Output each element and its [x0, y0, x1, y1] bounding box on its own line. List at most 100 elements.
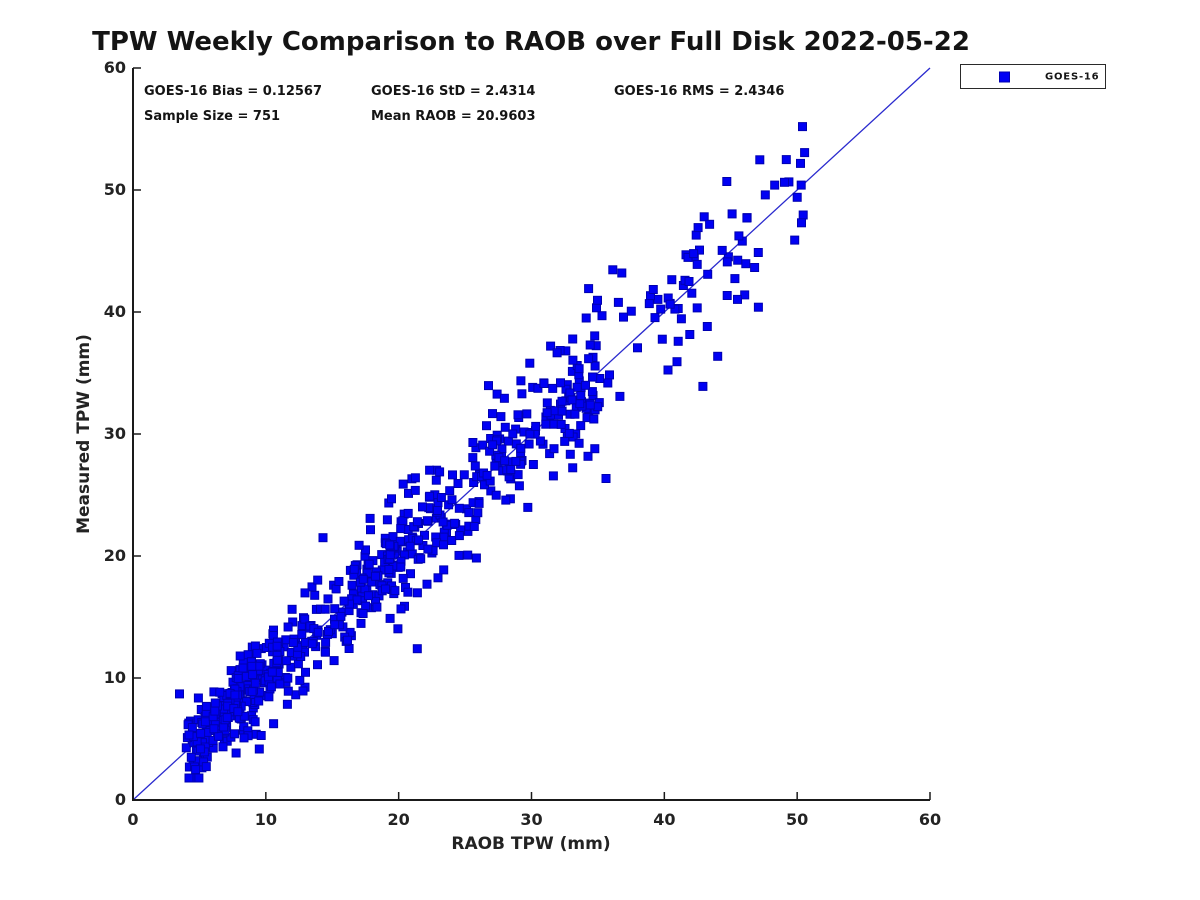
data-point: [390, 586, 400, 596]
data-point: [420, 530, 429, 540]
data-point: [528, 460, 538, 469]
data-point: [396, 562, 406, 572]
data-point: [252, 648, 262, 658]
data-point: [384, 565, 394, 574]
chart-title: TPW Weekly Comparison to RAOB over Full …: [92, 27, 970, 57]
data-point: [615, 391, 625, 401]
data-point: [574, 364, 584, 374]
data-point: [525, 358, 535, 368]
axis-tick-marks: [132, 67, 931, 801]
data-point: [418, 502, 427, 512]
data-point: [329, 656, 339, 666]
data-point: [347, 580, 357, 590]
data-point: [354, 540, 364, 550]
data-point: [438, 517, 448, 527]
data-point: [585, 340, 595, 350]
data-point: [506, 465, 516, 474]
data-point: [689, 249, 699, 259]
data-point: [542, 408, 552, 418]
data-point: [201, 762, 211, 772]
data-point: [730, 274, 740, 284]
data-point: [470, 461, 480, 471]
data-point: [254, 744, 264, 754]
data-point: [283, 673, 293, 683]
data-point: [239, 733, 249, 743]
data-point: [439, 540, 448, 550]
data-point: [565, 449, 575, 459]
data-point: [584, 284, 594, 294]
data-point: [298, 686, 308, 696]
data-point: [393, 624, 403, 634]
data-point: [546, 341, 556, 351]
x-tick-label: 50: [786, 810, 809, 829]
data-point: [423, 544, 433, 554]
data-point: [549, 444, 559, 454]
data-point: [450, 518, 460, 528]
data-point: [313, 660, 322, 670]
data-point: [673, 336, 683, 346]
data-point: [403, 587, 413, 597]
data-point: [556, 378, 565, 388]
data-point: [613, 297, 623, 307]
data-point: [313, 627, 323, 637]
data-point: [412, 644, 422, 654]
data-point: [539, 379, 549, 388]
data-point: [267, 667, 277, 677]
data-point: [433, 573, 443, 583]
data-point: [722, 291, 732, 300]
data-point: [266, 682, 276, 692]
data-point: [385, 613, 395, 623]
stat-rms: GOES-16 RMS = 2.4346: [614, 84, 785, 99]
data-point: [687, 288, 697, 298]
data-point: [685, 330, 695, 339]
y-tick-label: 60: [103, 58, 126, 77]
data-point: [567, 395, 577, 405]
data-point: [323, 594, 333, 604]
data-point: [478, 440, 488, 450]
data-point: [187, 723, 197, 732]
data-point: [396, 524, 406, 534]
data-point: [684, 277, 694, 286]
data-point: [517, 389, 527, 399]
data-point: [524, 439, 534, 449]
data-point: [617, 268, 627, 278]
y-tick-label: 30: [103, 424, 126, 443]
data-point: [425, 491, 435, 501]
data-point: [387, 494, 396, 504]
data-point: [581, 313, 591, 323]
data-point: [358, 609, 368, 618]
data-point: [556, 419, 566, 429]
data-point: [742, 213, 752, 223]
data-point: [597, 311, 607, 321]
data-point: [650, 313, 660, 323]
data-point: [175, 689, 184, 699]
data-point: [288, 617, 298, 627]
data-point: [200, 717, 210, 727]
data-point: [414, 535, 424, 545]
data-point: [231, 748, 241, 758]
data-point: [330, 620, 340, 630]
data-point: [557, 396, 567, 406]
data-point: [482, 470, 492, 480]
data-point: [473, 508, 483, 518]
data-point: [336, 611, 346, 621]
data-point: [619, 312, 628, 322]
data-point: [608, 265, 618, 275]
data-point: [218, 742, 228, 752]
data-point: [500, 422, 510, 432]
data-point: [535, 436, 545, 446]
data-point: [488, 409, 497, 419]
data-point: [422, 516, 432, 526]
data-point: [508, 429, 518, 439]
data-point: [516, 376, 526, 386]
data-point: [406, 569, 415, 579]
data-point: [247, 661, 257, 671]
data-point: [576, 421, 586, 431]
data-point: [233, 707, 243, 717]
data-point: [365, 513, 375, 523]
data-point: [425, 465, 435, 475]
data-point: [447, 495, 457, 505]
data-point: [484, 381, 493, 391]
data-point: [548, 383, 558, 393]
data-point: [525, 429, 535, 439]
